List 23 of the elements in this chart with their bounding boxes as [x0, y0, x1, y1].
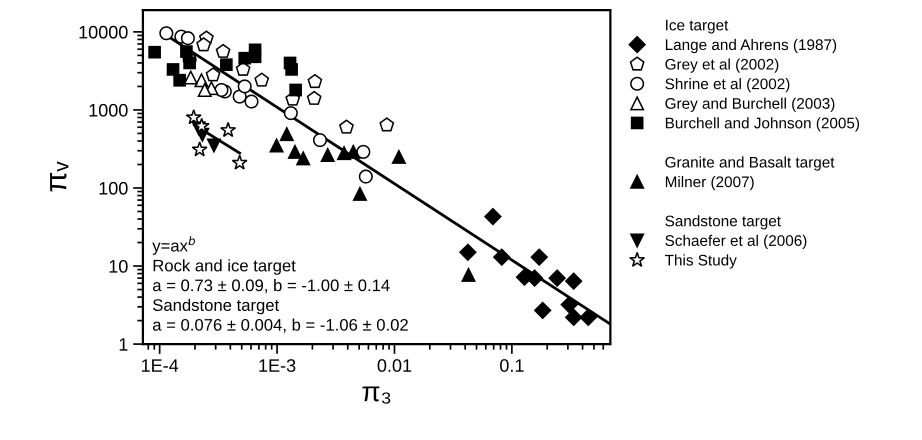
x-tick-label: 1E-4	[142, 359, 178, 372]
legend-label: Shrine et al (2002)	[665, 78, 790, 92]
x-tick-label: 0.1	[500, 359, 524, 372]
legend-label: Milner (2007)	[666, 176, 754, 190]
text: Granite and Basalt target	[665, 156, 834, 171]
text: Ice target	[666, 20, 728, 34]
legend-label: Grey et al (2002)	[665, 58, 778, 73]
legend-label: Schaefer et al (2006)	[665, 234, 806, 249]
text: y=ax$^{b}$ Rock and ice target a = 0.73 ± 0.09, b = -1.00 ± 0.14 Sandstone target a = 0.076 ± 0.004, b = -1.06 ± 0.02	[152, 236, 408, 333]
y-tick-label: 10	[110, 260, 128, 273]
x-tick-label: 0.01	[378, 359, 412, 372]
x-tick-label: 1E-3	[259, 359, 296, 372]
y-tick-label: 100	[100, 182, 128, 195]
y-tick-label: 1000	[90, 104, 128, 117]
legend-label: Lange and Ahrens (1987)	[666, 38, 836, 54]
legend-label: This Study	[664, 254, 737, 269]
x-axis-title: π₃	[362, 386, 390, 404]
legend-label: Burchell and Johnson (2005)	[666, 117, 860, 132]
text: Sandstone target	[665, 215, 781, 230]
y-tick-label: 1	[120, 338, 128, 351]
legend-label: Grey and Burchell (2003)	[665, 98, 834, 112]
y-tick-label: 10000	[80, 26, 128, 39]
y-axis-title: πᵥ	[50, 161, 68, 192]
